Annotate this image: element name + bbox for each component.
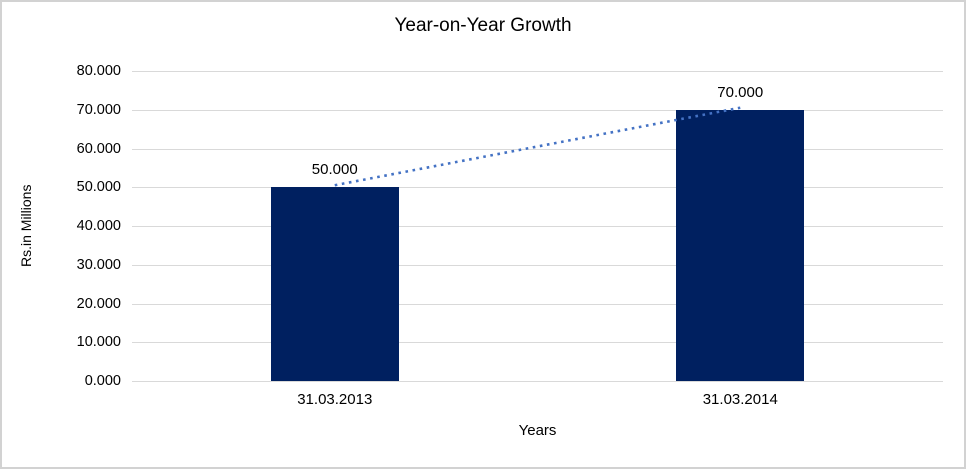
y-tick-label: 60.000 [76,140,121,157]
y-tick-label: 70.000 [76,101,121,118]
y-axis-tick-labels: 0.000 10.000 20.000 30.000 40.000 50.000 60.00… [2,63,121,389]
gridline [132,109,943,111]
gridline [132,303,943,305]
y-tick-label: 0.000 [84,373,121,389]
trendline-svg [334,106,741,187]
y-tick-label: 40.000 [76,218,121,234]
y-tick-label: 20.000 [76,295,121,312]
gridline [132,148,943,150]
gridline [132,187,943,189]
x-axis-tick-labels: 31.03.2013 31.03.2014 [132,391,943,411]
plot-area: 50.000 70.000 [132,71,943,382]
bar [270,187,399,381]
chart-title: Year-on-Year Growth [394,15,572,36]
x-axis-title: Years [518,422,557,439]
y-tick-label: 50.000 [76,179,121,196]
gridline [132,342,943,344]
bar-value-label: 70.000 [717,83,764,101]
x-tick-label: 31.03.2013 [297,391,373,408]
y-tick-label: 30.000 [76,256,121,273]
gridline [132,264,943,266]
gridline [132,71,943,72]
bar-value-label: 50.000 [311,161,358,179]
trendline [334,106,741,187]
gridline [132,226,943,227]
bar [676,109,805,381]
gridline [132,381,943,382]
y-tick-label: 10.000 [76,334,121,351]
x-tick-label: 31.03.2014 [702,391,778,408]
y-tick-label: 80.000 [76,63,121,79]
